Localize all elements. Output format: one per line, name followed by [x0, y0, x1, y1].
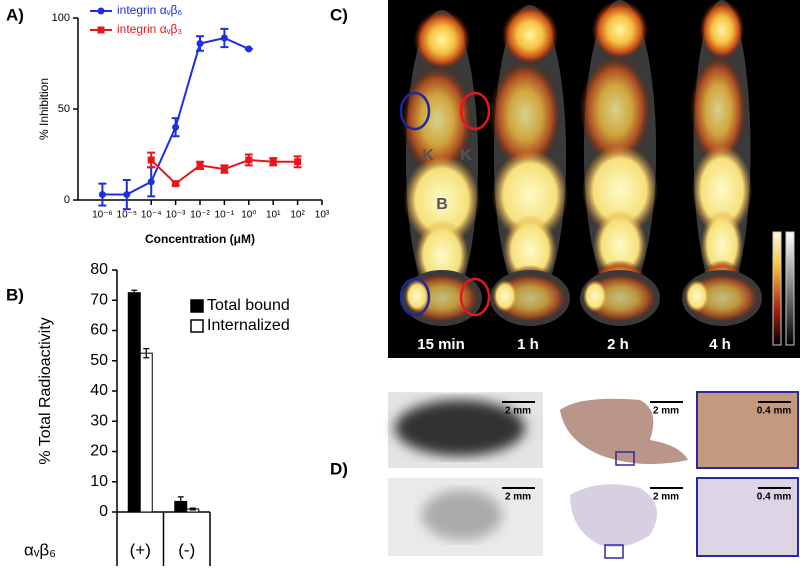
color-bar — [772, 231, 782, 346]
legend-marker — [97, 7, 105, 15]
x-tick-label: 10¹ — [266, 210, 281, 221]
legend-marker — [97, 26, 105, 34]
y-tick-label: 10 — [90, 473, 108, 490]
zoom-box — [604, 544, 624, 559]
scale-label: 2 mm — [653, 492, 679, 503]
tissue — [570, 484, 658, 548]
scale-label: 0.4 mm — [757, 492, 792, 503]
organ-label: K — [422, 147, 434, 164]
legend-label: Internalized — [207, 317, 290, 334]
x-axis-title: Concentration (μM) — [145, 232, 255, 246]
slice-scan — [490, 270, 570, 326]
time-label: 4 h — [709, 336, 731, 353]
panel-label: A) — [6, 5, 24, 24]
data-point — [196, 161, 204, 169]
bar — [127, 292, 141, 513]
error-bar — [143, 348, 150, 359]
x-tick-label: (+) — [130, 540, 151, 559]
slice-scan — [682, 270, 762, 326]
scale-label: 2 mm — [505, 492, 531, 503]
data-point — [147, 178, 155, 186]
autoradiograph-signal — [395, 400, 525, 456]
autoradiograph-signal — [422, 490, 502, 540]
tumor-circle — [399, 277, 431, 317]
organ-label: K — [460, 147, 472, 164]
slice-scan — [580, 270, 660, 326]
y-tick-label: 30 — [90, 412, 108, 429]
y-tick-label: 100 — [52, 12, 70, 24]
legend-swatch — [190, 319, 204, 333]
data-point — [147, 156, 155, 164]
data-point — [245, 45, 253, 53]
data-point — [269, 158, 277, 166]
data-point — [172, 180, 180, 188]
scale-label: 0.4 mm — [757, 406, 792, 417]
x-tick-label: 10³ — [315, 210, 330, 221]
organ-label: B — [436, 196, 448, 213]
data-point — [172, 123, 180, 131]
scale-label: 2 mm — [505, 406, 531, 417]
error-bar — [177, 496, 184, 507]
control-circle — [459, 277, 491, 317]
zoom-image — [696, 477, 799, 557]
panel-label: D) — [330, 459, 348, 478]
x-tick-label: 10⁻⁶ — [92, 210, 113, 221]
x-tick-label: 10⁻⁵ — [117, 210, 138, 221]
y-tick-label: 0 — [64, 194, 70, 206]
panel-label: C) — [330, 5, 348, 24]
data-point — [294, 158, 302, 166]
gray-bar — [785, 231, 795, 346]
panel-label: B) — [6, 285, 24, 304]
y-axis-title: % Total Radioactivity — [37, 317, 54, 464]
x-axis-title: αᵥβ₆ — [24, 540, 56, 559]
y-tick-label: 40 — [90, 382, 108, 399]
y-axis-title: % Inhibition — [37, 78, 51, 140]
legend-label: integrin αᵥβ₆ — [117, 3, 182, 17]
y-tick-label: 50 — [58, 103, 70, 115]
x-tick-label: (-) — [178, 540, 195, 559]
x-tick-label: 10⁰ — [241, 210, 256, 221]
tissue — [560, 398, 688, 464]
histology-panel: 2 mm 2 mm 0.4 mm 2 mm 2 mm 0.4 mm — [388, 391, 799, 559]
pet-ct-panel: 15 min 1 h 2 h 4 h K K B — [388, 0, 800, 358]
time-label: 1 h — [517, 336, 539, 353]
legend-label: integrin αᵥβ₃ — [117, 22, 182, 36]
legend-label: Total bound — [207, 297, 290, 314]
error-bar — [131, 289, 138, 296]
legend-swatch — [190, 299, 204, 313]
y-tick-label: 20 — [90, 443, 108, 460]
error-bar — [189, 507, 196, 511]
x-tick-label: 10⁻¹ — [215, 210, 235, 221]
x-tick-label: 10⁻² — [190, 210, 210, 221]
y-tick-label: 0 — [99, 503, 108, 520]
y-tick-label: 50 — [90, 352, 108, 369]
y-tick-label: 60 — [90, 322, 108, 339]
data-point — [245, 156, 253, 164]
data-point — [220, 34, 228, 42]
x-tick-label: 10² — [290, 210, 305, 221]
time-label: 15 min — [417, 336, 465, 353]
control-circle — [459, 91, 491, 131]
x-tick-label: 10⁻⁴ — [141, 210, 162, 221]
data-point — [123, 191, 131, 199]
y-tick-label: 80 — [90, 261, 108, 278]
data-point — [220, 165, 228, 173]
data-point — [196, 39, 204, 47]
scale-label: 2 mm — [653, 406, 679, 417]
tumor-circle — [399, 91, 431, 131]
y-tick-label: 70 — [90, 291, 108, 308]
x-tick-label: 10⁻³ — [166, 210, 186, 221]
bar — [139, 352, 153, 513]
zoom-box — [615, 451, 635, 466]
zoom-image — [696, 391, 799, 469]
data-point — [98, 191, 106, 199]
time-label: 2 h — [607, 336, 629, 353]
